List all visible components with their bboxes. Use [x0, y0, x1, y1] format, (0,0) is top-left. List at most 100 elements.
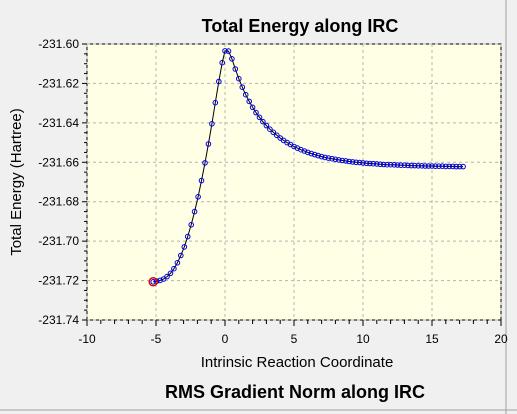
- data-point[interactable]: [387, 161, 394, 168]
- data-point[interactable]: [164, 273, 170, 280]
- x-axis-label: Intrinsic Reaction Coordinate: [201, 354, 394, 371]
- data-point[interactable]: [274, 132, 280, 139]
- data-point[interactable]: [374, 161, 380, 167]
- data-point[interactable]: [232, 66, 239, 72]
- data-point[interactable]: [443, 163, 449, 170]
- data-point[interactable]: [263, 122, 270, 129]
- data-point[interactable]: [305, 149, 311, 156]
- data-point[interactable]: [360, 160, 366, 166]
- data-point[interactable]: [384, 161, 390, 168]
- data-point[interactable]: [246, 98, 252, 105]
- chart-title: Total Energy along IRC: [202, 16, 399, 36]
- data-point[interactable]: [391, 162, 397, 168]
- data-point[interactable]: [301, 148, 308, 154]
- data-point[interactable]: [332, 156, 339, 163]
- data-point[interactable]: [202, 160, 208, 166]
- data-point[interactable]: [343, 158, 349, 164]
- data-point[interactable]: [191, 208, 198, 215]
- data-point[interactable]: [432, 163, 439, 169]
- data-point[interactable]: [298, 146, 304, 153]
- data-point[interactable]: [308, 150, 315, 157]
- data-point[interactable]: [188, 222, 194, 228]
- data-point[interactable]: [349, 159, 356, 165]
- data-point[interactable]: [339, 157, 346, 164]
- data-point[interactable]: [415, 163, 422, 169]
- data-point[interactable]: [242, 91, 249, 98]
- data-point[interactable]: [370, 160, 377, 167]
- data-point[interactable]: [174, 260, 181, 266]
- data-point[interactable]: [184, 233, 191, 240]
- series-line: [153, 50, 464, 283]
- data-point[interactable]: [270, 129, 277, 136]
- data-point[interactable]: [150, 279, 156, 285]
- data-point[interactable]: [253, 109, 259, 116]
- data-point[interactable]: [363, 160, 370, 167]
- data-point[interactable]: [346, 158, 353, 165]
- data-point[interactable]: [422, 163, 428, 169]
- y-tick-label: -231.72: [38, 274, 79, 288]
- y-tick-label: -231.70: [38, 234, 79, 248]
- data-point[interactable]: [225, 48, 232, 54]
- data-point[interactable]: [219, 59, 225, 66]
- data-point[interactable]: [412, 162, 418, 169]
- data-point[interactable]: [181, 244, 188, 250]
- data-point[interactable]: [456, 163, 463, 170]
- x-tick-label: 0: [222, 332, 229, 346]
- data-point[interactable]: [453, 163, 460, 170]
- data-point[interactable]: [311, 151, 318, 158]
- data-point[interactable]: [315, 152, 321, 159]
- data-point[interactable]: [195, 194, 201, 200]
- data-point[interactable]: [205, 141, 212, 147]
- data-point[interactable]: [418, 163, 425, 169]
- data-point[interactable]: [398, 162, 404, 168]
- data-point[interactable]: [229, 56, 235, 62]
- y-tick-label: -231.68: [38, 195, 79, 209]
- data-point[interactable]: [436, 163, 442, 169]
- data-point[interactable]: [322, 154, 328, 161]
- y-tick-label: -231.60: [38, 37, 79, 51]
- data-point[interactable]: [167, 270, 174, 277]
- data-point[interactable]: [446, 163, 453, 170]
- data-point[interactable]: [260, 118, 266, 125]
- data-point[interactable]: [198, 177, 205, 184]
- data-point[interactable]: [222, 48, 228, 54]
- x-axis: -10 -5 0 5 10 15 20: [78, 320, 508, 346]
- secondary-chart-title: RMS Gradient Norm along IRC: [165, 382, 425, 402]
- data-point[interactable]: [429, 163, 435, 169]
- data-point[interactable]: [256, 114, 263, 121]
- y-axis: -231.60 -231.62 -231.64 -231.66 -231.68 -231.…: [38, 37, 87, 327]
- x-tick-label: -5: [151, 332, 162, 346]
- data-point[interactable]: [449, 163, 456, 170]
- data-point[interactable]: [318, 153, 325, 160]
- data-point[interactable]: [178, 252, 184, 259]
- data-point[interactable]: [325, 155, 332, 161]
- data-point[interactable]: [425, 163, 432, 169]
- data-point[interactable]: [249, 104, 256, 111]
- data-point[interactable]: [239, 84, 246, 90]
- data-point[interactable]: [353, 159, 359, 166]
- data-point[interactable]: [401, 162, 408, 168]
- data-point[interactable]: [408, 162, 415, 169]
- data-point[interactable]: [171, 265, 177, 272]
- current-point-marker[interactable]: [148, 277, 158, 287]
- data-point[interactable]: [267, 126, 273, 132]
- data-point[interactable]: [367, 160, 373, 167]
- data-point[interactable]: [212, 99, 219, 106]
- data-point[interactable]: [405, 162, 411, 169]
- data-point[interactable]: [377, 161, 384, 168]
- y-axis-label: Total Energy (Hartree): [8, 108, 25, 256]
- data-point[interactable]: [394, 162, 401, 168]
- x-tick-label: 15: [425, 332, 439, 346]
- data-point[interactable]: [380, 161, 387, 168]
- data-point[interactable]: [356, 159, 363, 166]
- data-point[interactable]: [439, 163, 446, 169]
- data-point[interactable]: [157, 277, 163, 284]
- data-point[interactable]: [236, 75, 242, 82]
- data-point[interactable]: [329, 155, 335, 162]
- data-point[interactable]: [336, 157, 342, 163]
- data-point[interactable]: [216, 78, 222, 85]
- data-point[interactable]: [209, 121, 215, 127]
- data-point[interactable]: [460, 163, 466, 170]
